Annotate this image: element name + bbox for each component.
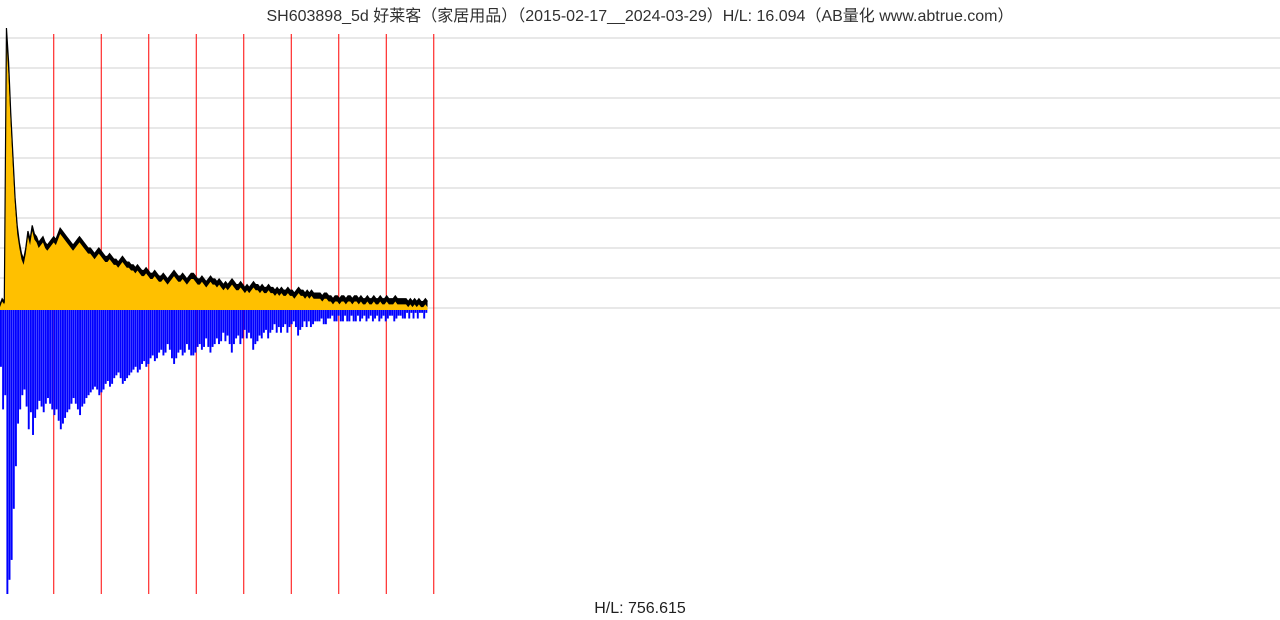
chart-svg: [0, 24, 1280, 594]
chart-title: SH603898_5d 好莱客（家居用品）（2015-02-17__2024-0…: [0, 2, 1280, 26]
chart-container: [0, 24, 1280, 594]
footer-label: H/L: 756.615: [0, 600, 1280, 618]
